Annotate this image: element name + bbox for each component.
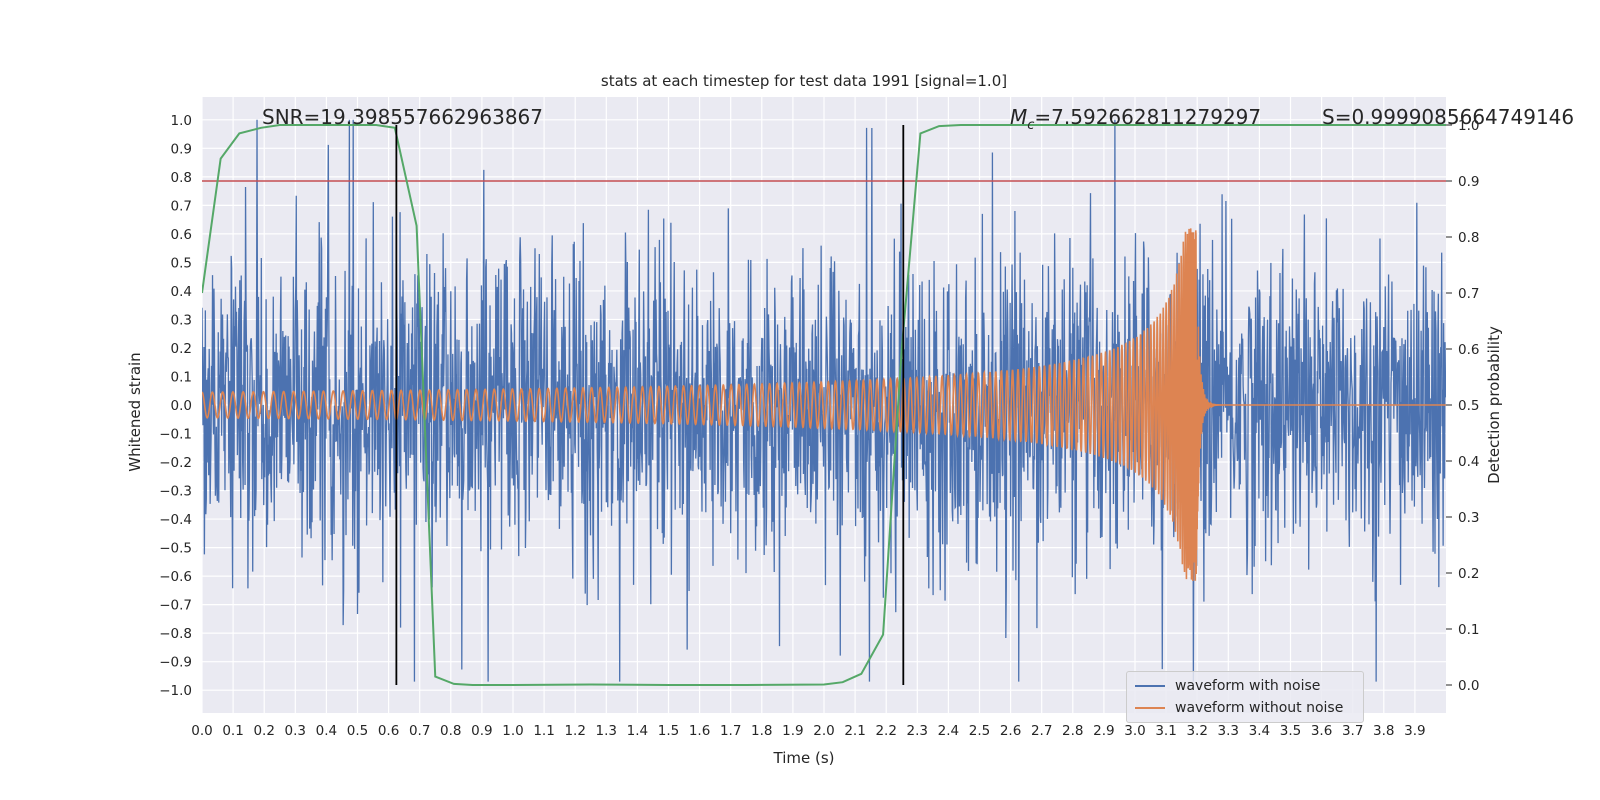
y2-tick-label: 1.0 (1458, 118, 1479, 134)
y-tick-label: 0.3 (171, 312, 192, 328)
chart-title: stats at each timestep for test data 199… (601, 72, 1007, 90)
series-waveform-with-noise (202, 119, 1446, 682)
y-tick-label: 0.6 (171, 227, 192, 243)
y2-axis-label: Detection probability (1485, 326, 1503, 484)
y2-tick-label: 0.1 (1458, 622, 1479, 638)
y-tick-label: 0.5 (171, 255, 192, 271)
x-tick-label: 2.7 (1031, 723, 1052, 739)
x-tick-label: 1.7 (720, 723, 741, 739)
x-tick-label: 0.1 (222, 723, 243, 739)
x-tick-label: 0.6 (378, 723, 399, 739)
x-tick-label: 2.9 (1093, 723, 1114, 739)
y2-tick-label: 0.4 (1458, 454, 1479, 470)
y-tick-label: −1.0 (159, 683, 192, 699)
chirp-mass-subscript: c (1027, 118, 1034, 133)
y-tick-label: 0.7 (171, 198, 192, 214)
chirp-mass-value: =7.592662811279297 (1034, 105, 1261, 129)
x-tick-label: 2.4 (938, 723, 959, 739)
x-tick-label: 1.5 (658, 723, 679, 739)
x-tick-label: 1.4 (627, 723, 648, 739)
y-tick-label: 0.9 (171, 141, 192, 157)
x-tick-label: 1.8 (751, 723, 772, 739)
y-axis-label: Whitened strain (126, 352, 144, 471)
x-tick-label: 3.2 (1186, 723, 1207, 739)
x-tick-label: 2.5 (969, 723, 990, 739)
x-tick-label: 0.3 (285, 723, 306, 739)
y-tick-label: 0.4 (171, 284, 192, 300)
legend-item-noise: waveform with noise (1135, 675, 1320, 697)
legend-swatch-noise (1135, 685, 1165, 687)
x-tick-label: 1.2 (564, 723, 585, 739)
x-tick-label: 0.4 (316, 723, 337, 739)
x-tick-label: 3.7 (1342, 723, 1363, 739)
y-tick-label: 0.0 (171, 398, 192, 414)
series-clip-group (202, 119, 1446, 686)
y2-tick-label: 0.6 (1458, 342, 1479, 358)
chirp-mass-annotation: Mc=7.592662811279297 (1010, 105, 1261, 133)
y2-tick-label: 0.9 (1458, 174, 1479, 190)
y-tick-label: −0.4 (159, 512, 192, 528)
x-tick-label: 2.6 (1000, 723, 1021, 739)
x-tick-label: 2.0 (813, 723, 834, 739)
y2-tick-label: 0.2 (1458, 566, 1479, 582)
x-tick-label: 0.8 (440, 723, 461, 739)
x-tick-label: 0.9 (471, 723, 492, 739)
y2-tick-label: 0.7 (1458, 286, 1479, 302)
x-tick-label: 3.3 (1218, 723, 1239, 739)
snr-annotation: SNR=19.398557662963867 (262, 105, 543, 129)
y-tick-label: 0.1 (171, 369, 192, 385)
x-tick-label: 0.7 (409, 723, 430, 739)
x-tick-label: 3.8 (1373, 723, 1394, 739)
x-tick-label: 2.2 (875, 723, 896, 739)
legend-label-noise: waveform with noise (1175, 678, 1321, 694)
x-tick-label: 0.2 (253, 723, 274, 739)
x-tick-label: 2.3 (907, 723, 928, 739)
series-layer (202, 119, 1446, 686)
y-tick-label: −0.1 (159, 427, 192, 443)
x-tick-label: 3.9 (1404, 723, 1425, 739)
legend-swatch-clean (1135, 707, 1165, 709)
legend: waveform with noise waveform without noi… (1126, 671, 1364, 723)
y2-tick-label: 0.5 (1458, 398, 1479, 414)
score-annotation: S=0.9999085664749146 (1322, 105, 1574, 129)
y-tick-label: −0.9 (159, 655, 192, 671)
x-tick-label: 1.6 (689, 723, 710, 739)
x-tick-label: 1.1 (533, 723, 554, 739)
y-tick-label: 1.0 (171, 113, 192, 129)
y2-tick-label: 0.0 (1458, 678, 1479, 694)
x-tick-label: 3.6 (1311, 723, 1332, 739)
y-tick-label: −0.3 (159, 484, 192, 500)
x-tick-label: 1.0 (502, 723, 523, 739)
y-tick-label: −0.7 (159, 598, 192, 614)
x-axis-label: Time (s) (773, 749, 835, 767)
x-tick-label: 3.4 (1249, 723, 1270, 739)
y2-tick-label: 0.8 (1458, 230, 1479, 246)
legend-label-clean: waveform without noise (1175, 700, 1344, 716)
y-tick-label: −0.2 (159, 455, 192, 471)
y-tick-label: −0.5 (159, 541, 192, 557)
legend-item-clean: waveform without noise (1135, 697, 1343, 719)
series-detection-probability (202, 124, 1446, 686)
x-tick-label: 3.1 (1155, 723, 1176, 739)
axis-ticks: 0.0 0.1 0.2 0.3 0.4 0.5 0.6 0.7 0.8 0.9 1.0 1.1 1.2 1… (159, 113, 1479, 739)
x-tick-label: 3.5 (1280, 723, 1301, 739)
y-tick-label: −0.8 (159, 626, 192, 642)
y-tick-label: 0.8 (171, 170, 192, 186)
series-waveform-without-noise (202, 228, 1446, 581)
x-tick-label: 2.8 (1062, 723, 1083, 739)
x-tick-label: 3.0 (1124, 723, 1145, 739)
x-tick-label: 0.5 (347, 723, 368, 739)
y-tick-label: 0.2 (171, 341, 192, 357)
x-tick-label: 2.1 (844, 723, 865, 739)
x-tick-label: 0.0 (191, 723, 212, 739)
x-tick-label: 1.9 (782, 723, 803, 739)
x-tick-label: 1.3 (596, 723, 617, 739)
chirp-mass-symbol: M (1010, 105, 1027, 129)
y-tick-label: −0.6 (159, 569, 192, 585)
y2-tick-label: 0.3 (1458, 510, 1479, 526)
